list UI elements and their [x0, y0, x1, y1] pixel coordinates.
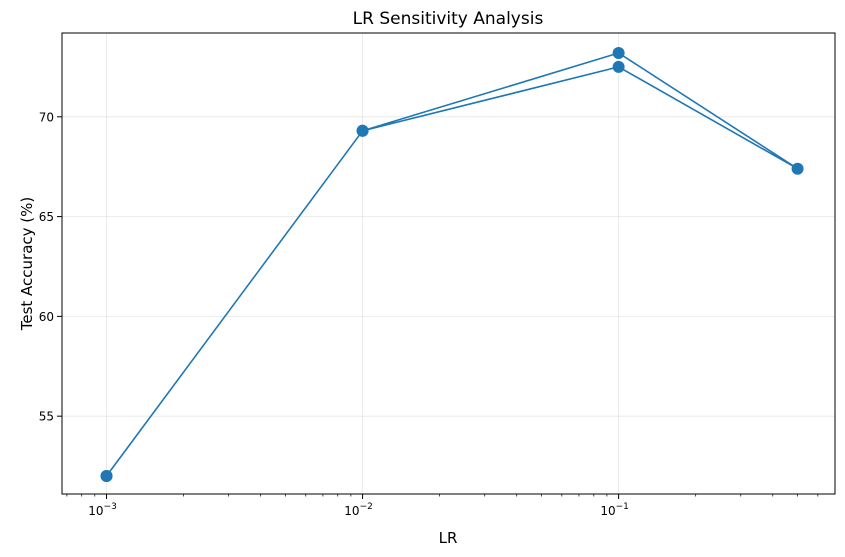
- x-tick-label: 10−2: [344, 502, 373, 518]
- x-tick-label: 10−1: [600, 502, 629, 518]
- ticks: 10−3 10−2 10−1 55 60 65 70: [39, 110, 629, 518]
- data-point: [791, 162, 804, 175]
- x-axis-title: LR: [439, 529, 458, 547]
- y-tick-label: 65: [39, 210, 54, 224]
- data-point: [612, 60, 625, 73]
- data-point: [612, 46, 625, 59]
- x-tick-label: 10−3: [88, 502, 117, 518]
- plot-frame: [61, 32, 836, 495]
- series-layer: [100, 46, 804, 483]
- data-point: [356, 124, 369, 137]
- grid: [62, 33, 835, 494]
- y-tick-label: 55: [39, 410, 54, 424]
- chart-title: LR Sensitivity Analysis: [353, 9, 544, 29]
- data-point: [100, 470, 113, 483]
- y-tick-label: 60: [39, 310, 54, 324]
- y-axis-title: Test Accuracy (%): [18, 197, 36, 332]
- y-tick-label: 70: [39, 110, 54, 124]
